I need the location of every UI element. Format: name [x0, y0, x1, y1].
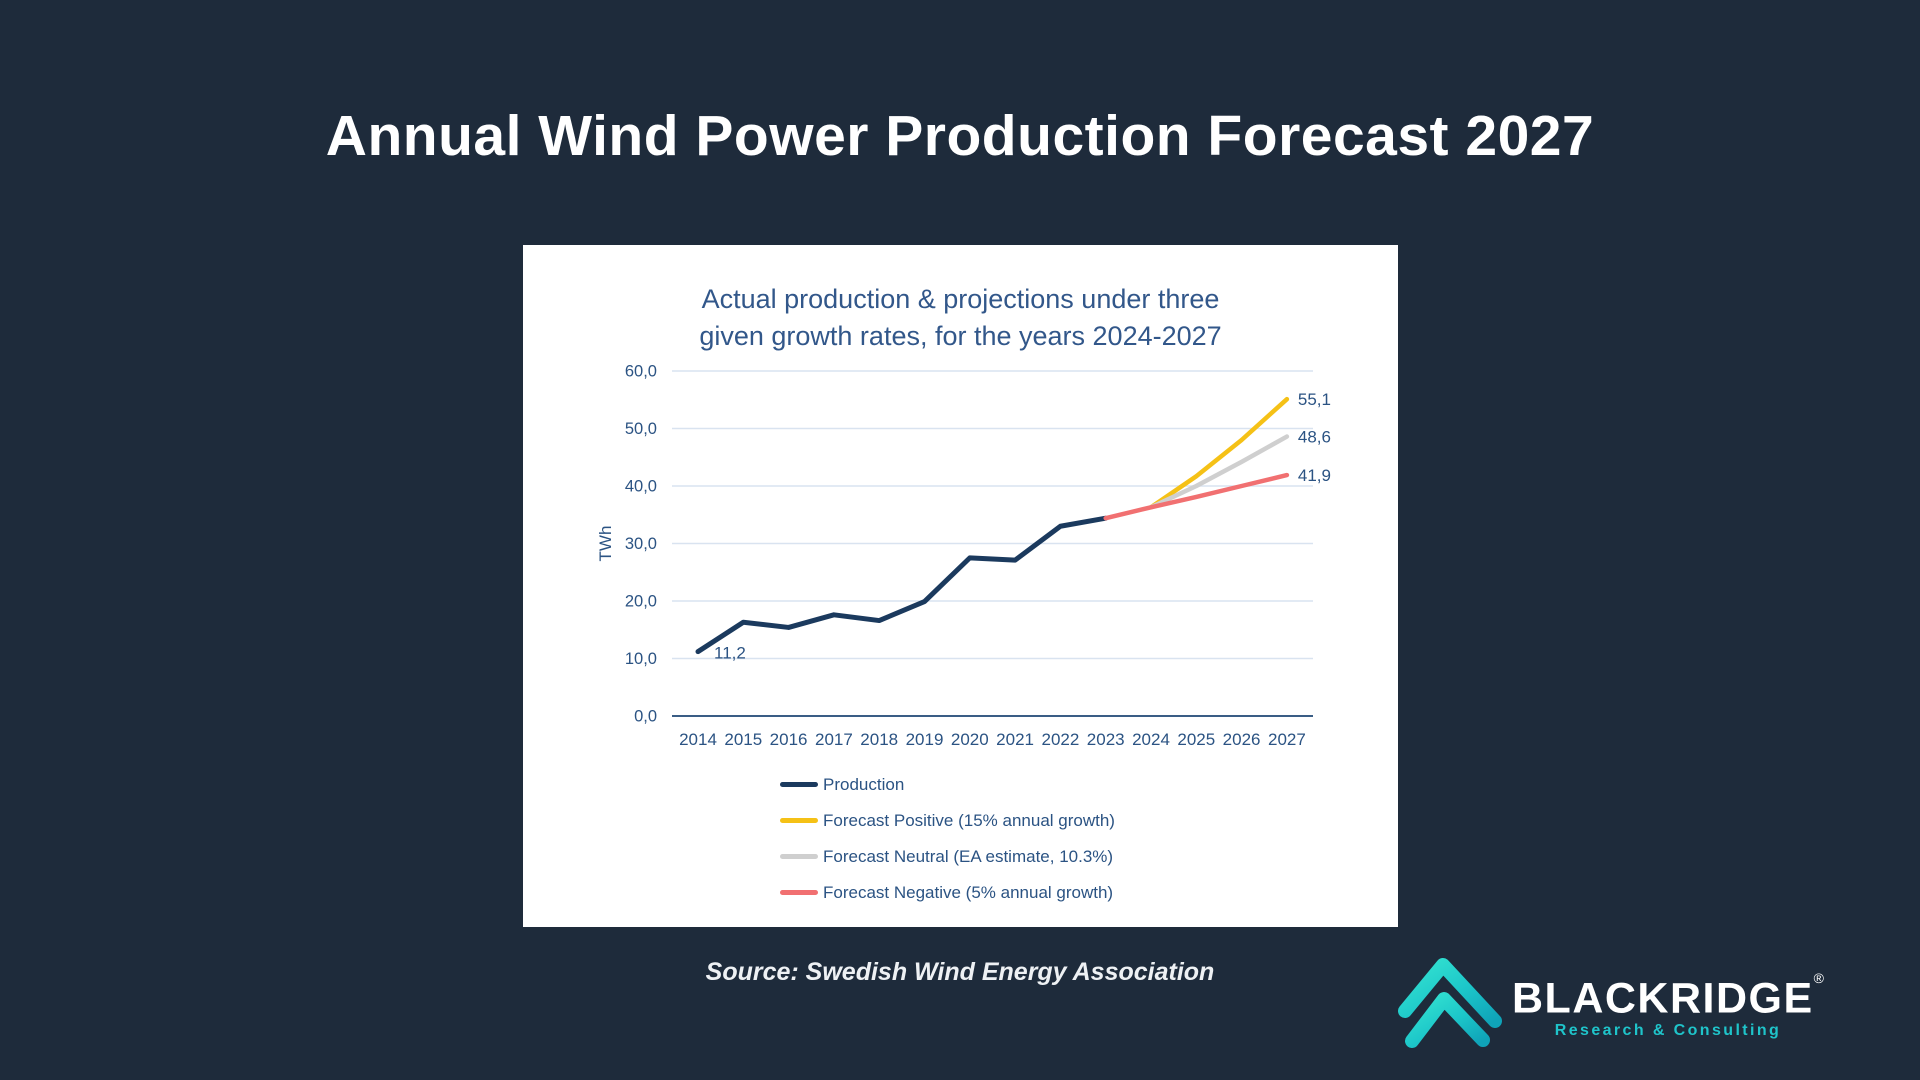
registered-trademark-icon: ® [1813, 970, 1824, 986]
brand-logo: BLACKRIDGE® Research & Consulting [1398, 953, 1824, 1048]
chart-title-line2: given growth rates, for the years 2024-2… [699, 321, 1222, 351]
series-end-label: 48,6 [1298, 428, 1331, 447]
x-tick-label: 2022 [1041, 730, 1079, 749]
legend-label: Production [823, 775, 905, 794]
chart-card: Actual production & projections under th… [523, 245, 1398, 927]
legend-label: Forecast Positive (15% annual growth) [823, 811, 1115, 830]
series-line [1148, 396, 1290, 510]
x-tick-label: 2016 [770, 730, 808, 749]
x-tick-label: 2021 [996, 730, 1034, 749]
legend-swatch-icon [780, 890, 818, 895]
legend-item: Forecast Positive (15% annual growth) [780, 810, 1115, 831]
chart-title: Actual production & projections under th… [523, 281, 1398, 355]
x-tick-label: 2017 [815, 730, 853, 749]
series-end-label: 41,9 [1298, 466, 1331, 485]
series-line [1103, 472, 1290, 521]
legend-item: Production [780, 774, 1115, 795]
y-tick-label: 50,0 [625, 420, 657, 438]
x-tick-label: 2023 [1087, 730, 1125, 749]
legend-label: Forecast Negative (5% annual growth) [823, 883, 1114, 902]
series-line [1148, 434, 1290, 510]
series-end-label: 55,1 [1298, 390, 1331, 409]
y-tick-label: 60,0 [625, 363, 657, 381]
legend-swatch-icon [780, 818, 818, 823]
x-tick-label: 2019 [906, 730, 944, 749]
brand-tagline: Research & Consulting [1554, 1022, 1782, 1040]
x-tick-label: 2025 [1177, 730, 1215, 749]
brand-name-row: BLACKRIDGE® [1512, 970, 1824, 1023]
data-point-label: 11,2 [714, 644, 746, 663]
chart-title-line1: Actual production & projections under th… [701, 284, 1220, 314]
y-tick-label: 10,0 [625, 650, 657, 668]
chart-legend: Production Forecast Positive (15% annual … [780, 774, 1115, 918]
x-tick-label: 2020 [951, 730, 989, 749]
line-chart: 0,0 10,0 20,0 30,0 40,0 50,0 60,0 TWh 2014 2015 20… [596, 363, 1331, 750]
page-title: Annual Wind Power Production Forecast 20… [325, 104, 1595, 168]
y-tick-label: 0,0 [634, 708, 657, 726]
legend-swatch-icon [780, 854, 818, 859]
x-tick-label: 2018 [860, 730, 898, 749]
source-caption: Source: Swedish Wind Energy Association [705, 958, 1215, 986]
brand-name: BLACKRIDGE [1512, 974, 1814, 1023]
x-tick-label: 2026 [1223, 730, 1261, 749]
legend-item: Forecast Neutral (EA estimate, 10.3%) [780, 846, 1115, 867]
x-tick-label: 2014 [679, 730, 717, 749]
series-line [695, 515, 1109, 655]
legend-item: Forecast Negative (5% annual growth) [780, 882, 1115, 903]
y-tick-label: 40,0 [625, 478, 657, 496]
x-tick-label: 2027 [1268, 730, 1306, 749]
double-chevron-icon [1398, 958, 1502, 1048]
brand-text: BLACKRIDGE® Research & Consulting [1512, 953, 1824, 1040]
y-tick-label: 30,0 [625, 535, 657, 553]
y-axis-title: TWh [596, 526, 615, 562]
x-tick-label: 2015 [724, 730, 762, 749]
y-tick-label: 20,0 [625, 593, 657, 611]
legend-swatch-icon [780, 782, 818, 787]
legend-label: Forecast Neutral (EA estimate, 10.3%) [823, 847, 1114, 866]
x-tick-label: 2024 [1132, 730, 1170, 749]
